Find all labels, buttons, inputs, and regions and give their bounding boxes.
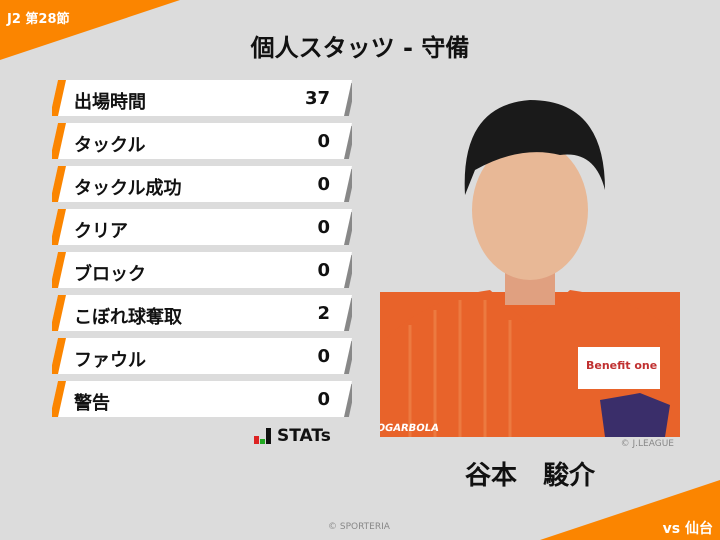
stat-value: 0 — [317, 346, 330, 367]
stat-label: クリア — [74, 221, 128, 242]
stat-row: クリア 0 — [52, 209, 352, 245]
stats-logo-text: STATs — [277, 426, 331, 446]
stat-row-background — [52, 123, 352, 159]
stat-row: ブロック 0 — [52, 252, 352, 288]
stat-row: タックル 0 — [52, 123, 352, 159]
stat-label: こぼれ球奪取 — [74, 307, 182, 328]
photo-credit: © J.LEAGUE — [620, 439, 674, 449]
footer-credit: © SPORTERIA — [328, 522, 390, 532]
stat-label: タックル成功 — [74, 178, 182, 199]
stat-row-background — [52, 166, 352, 202]
stat-row-background — [52, 295, 352, 331]
stat-row: ファウル 0 — [52, 338, 352, 374]
round-label: J2 第28節 — [7, 12, 70, 27]
stat-label: 出場時間 — [74, 92, 146, 113]
sponsor-text: Benefit one — [586, 359, 657, 372]
stat-value: 0 — [317, 131, 330, 152]
player-name: 谷本 駿介 — [464, 461, 595, 491]
stat-value: 0 — [317, 389, 330, 410]
stat-row: タックル成功 0 — [52, 166, 352, 202]
stat-value: 0 — [317, 217, 330, 238]
stat-row: 出場時間 37 — [52, 80, 352, 116]
stat-value: 0 — [317, 260, 330, 281]
stat-row: こぼれ球奪取 2 — [52, 295, 352, 331]
stat-label: タックル — [74, 135, 146, 156]
opponent-label: vs 仙台 — [662, 521, 713, 537]
stat-row: 警告 0 — [52, 381, 352, 417]
stat-value: 2 — [317, 303, 330, 324]
page-title: 個人スタッツ - 守備 — [250, 34, 470, 62]
stat-row-background — [52, 338, 352, 374]
bar-chart-icon — [254, 428, 271, 444]
stat-label: ファウル — [74, 350, 146, 371]
stat-value: 37 — [304, 88, 330, 109]
stat-row-background — [52, 80, 352, 116]
stat-row-background — [52, 381, 352, 417]
player-photo: Benefit one JOGARBOLA — [380, 75, 680, 437]
stats-logo: STATs — [254, 426, 331, 446]
jersey-text: JOGARBOLA — [380, 423, 440, 434]
stat-label: ブロック — [74, 264, 146, 285]
stat-row-background — [52, 209, 352, 245]
stat-label: 警告 — [74, 393, 110, 414]
stat-row-background — [52, 252, 352, 288]
stat-value: 0 — [317, 174, 330, 195]
